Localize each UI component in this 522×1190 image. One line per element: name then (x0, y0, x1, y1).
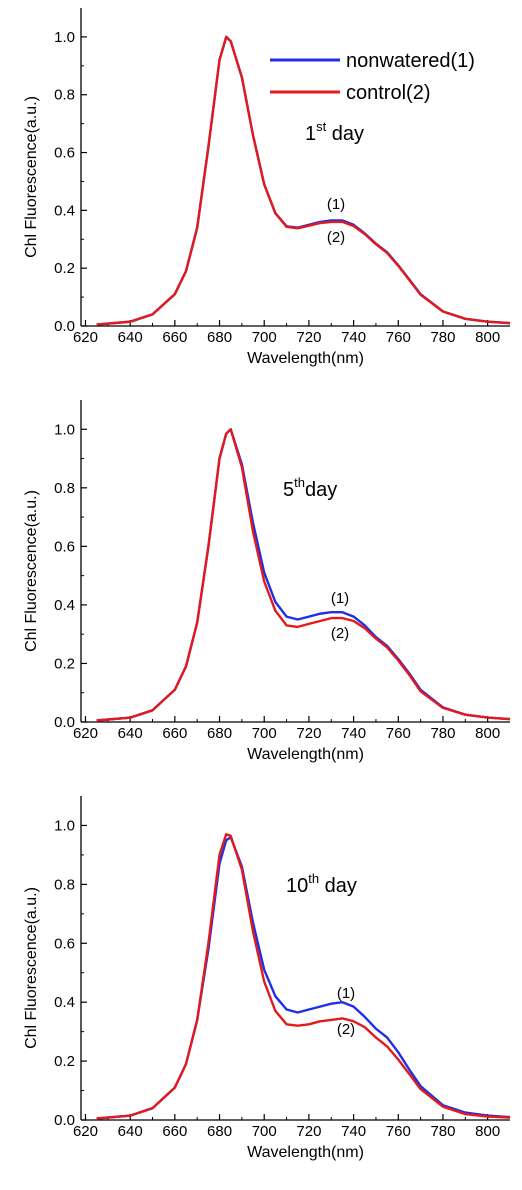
curve-label-1: (1) (331, 590, 349, 607)
x-tick-label: 740 (341, 1123, 366, 1140)
x-tick-label: 680 (207, 1123, 232, 1140)
x-tick-label: 620 (73, 329, 98, 346)
x-axis-title: Wavelength(nm) (247, 1144, 364, 1161)
x-axis-title: Wavelength(nm) (247, 350, 364, 367)
legend-label-1: nonwatered(1) (346, 50, 475, 72)
day-annotation: 1st day (305, 119, 364, 145)
x-tick-label: 680 (207, 329, 232, 346)
y-tick-label: 0.2 (54, 1053, 75, 1070)
y-axis-title: Chl Fluorescence(a.u.) (23, 490, 40, 652)
series-line-nonwatered (96, 35, 511, 326)
y-tick-label: 0.0 (54, 714, 75, 731)
x-tick-label: 720 (296, 1123, 321, 1140)
legend-label-2: control(2) (346, 82, 430, 104)
x-tick-label: 760 (386, 1123, 411, 1140)
y-axis-title: Chl Fluorescence(a.u.) (23, 887, 40, 1049)
y-tick-label: 0.8 (54, 87, 75, 104)
x-tick-label: 640 (118, 329, 143, 346)
y-tick-label: 0.6 (54, 935, 75, 952)
x-tick-label: 800 (475, 329, 500, 346)
y-tick-label: 0.0 (54, 318, 75, 335)
series-line-control (96, 35, 511, 326)
x-tick-label: 640 (118, 1123, 143, 1140)
y-axis-title: Chl Fluorescence(a.u.) (23, 96, 40, 258)
panel-3: 620 640 660 680 700 720 740 760 780 800 0.0 0.2 0.4 0… (23, 796, 511, 1161)
x-tick-label: 660 (162, 329, 187, 346)
x-tick-label: 640 (118, 725, 143, 742)
x-tick-label: 660 (162, 1123, 187, 1140)
panel-1: 620 640 660 680 700 720 740 760 780 800 0.0 0.2 0.4 0… (23, 8, 511, 367)
x-tick-label: 800 (475, 725, 500, 742)
x-tick-label: 800 (475, 1123, 500, 1140)
x-axis-title: Wavelength(nm) (247, 746, 364, 763)
day-annotation: 10th day (286, 871, 357, 897)
x-tick-label: 740 (341, 725, 366, 742)
y-tick-label: 0.8 (54, 876, 75, 893)
y-tick-label: 0.2 (54, 260, 75, 277)
y-tick-label: 0.6 (54, 538, 75, 555)
x-tick-label: 700 (252, 329, 277, 346)
y-tick-label: 0.8 (54, 480, 75, 497)
y-tick-label: 0.2 (54, 655, 75, 672)
series-line-control (96, 428, 511, 722)
x-tick-label: 760 (386, 329, 411, 346)
x-tick-label: 720 (296, 329, 321, 346)
x-tick-label: 780 (430, 725, 455, 742)
y-tick-label: 0.4 (54, 597, 75, 614)
x-tick-label: 680 (207, 725, 232, 742)
y-tick-label: 1.0 (54, 421, 75, 438)
curve-label-2: (2) (327, 229, 345, 246)
x-tick-label: 740 (341, 329, 366, 346)
x-tick-label: 780 (430, 1123, 455, 1140)
y-tick-label: 0.0 (54, 1112, 75, 1129)
x-tick-label: 660 (162, 725, 187, 742)
y-tick-label: 1.0 (54, 29, 75, 46)
series-line-control (96, 833, 511, 1120)
legend: nonwatered(1) control(2) (270, 50, 475, 104)
curve-label-2: (2) (337, 1021, 355, 1038)
y-tick-label: 0.4 (54, 202, 75, 219)
x-tick-label: 700 (252, 725, 277, 742)
x-tick-label: 620 (73, 725, 98, 742)
panel-2: 620 640 660 680 700 720 740 760 780 800 0.0 0.2 0.4 0… (23, 400, 511, 763)
x-tick-label: 780 (430, 329, 455, 346)
x-tick-label: 720 (296, 725, 321, 742)
x-tick-label: 700 (252, 1123, 277, 1140)
curve-label-2: (2) (331, 625, 349, 642)
day-annotation: 5thday (283, 475, 337, 501)
y-tick-label: 0.4 (54, 994, 75, 1011)
x-tick-label: 760 (386, 725, 411, 742)
y-tick-label: 1.0 (54, 817, 75, 834)
y-tick-label: 0.6 (54, 145, 75, 162)
curve-label-1: (1) (327, 196, 345, 213)
curve-label-1: (1) (337, 985, 355, 1002)
series-line-nonwatered (96, 428, 511, 722)
x-tick-label: 620 (73, 1123, 98, 1140)
